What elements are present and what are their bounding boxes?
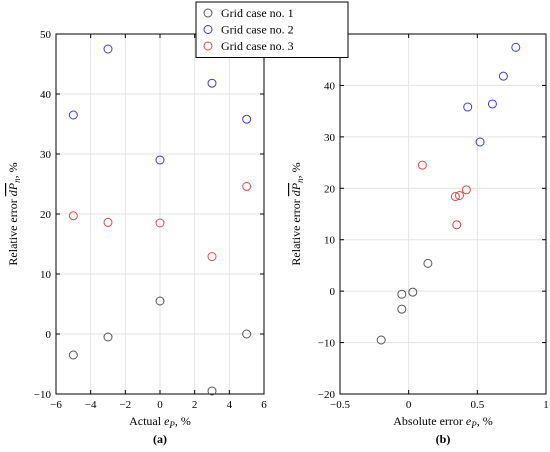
panel-b-series2-point-1 (475, 137, 485, 147)
panel-b-series1-point-1 (397, 304, 407, 314)
panel-b-ytick-label-4: 20 (324, 183, 336, 195)
legend-marker-3 (203, 41, 213, 51)
panel-b-scatter-plot: −0.500.51−20−1001020304050Absolute error… (289, 29, 549, 446)
panel-b-ytick-label-2: 0 (330, 286, 336, 298)
panel-a-series2-point-4 (242, 114, 252, 124)
panel-b-series1-point-0 (376, 335, 386, 345)
panel-a-ytick-label-2: 10 (40, 269, 52, 281)
panel-a-series1-point-0 (68, 350, 78, 360)
panel-a-series3-point-3 (207, 252, 217, 262)
panel-a-series3-point-0 (68, 211, 78, 221)
panel-b-series3-point-3 (454, 190, 464, 200)
panel-a-series2-point-1 (103, 44, 113, 54)
panel-a-ytick-label-3: 20 (40, 209, 52, 221)
panel-b-series2-point-3 (498, 71, 508, 81)
panel-b-x-axis-label: Absolute error eP, % (393, 414, 492, 430)
panel-a-series3-point-4 (242, 181, 252, 191)
panel-b-series3-point-0 (417, 160, 427, 170)
panel-a-series2-point-2 (155, 155, 165, 165)
panel-a-xtick-label-1: −4 (85, 399, 97, 411)
panel-b-xtick-label-0: −0.5 (330, 399, 350, 411)
panel-b-ytick-label-6: 40 (324, 80, 336, 92)
panel-a-series2-point-3 (207, 78, 217, 88)
panel-a-series3-point-2 (155, 218, 165, 228)
legend-box (195, 1, 349, 58)
panel-b-ytick-label-5: 30 (324, 132, 336, 144)
panel-a-xtick-label-3: 0 (157, 399, 163, 411)
panel-a-xtick-label-5: 4 (227, 399, 233, 411)
panel-b-xtick-label-2: 0.5 (470, 399, 484, 411)
panel-b-series3-point-2 (452, 220, 462, 230)
panel-a-series1-point-1 (103, 332, 113, 342)
panel-a-series3-point-1 (103, 217, 113, 227)
panel-a-x-axis-label: Actual eP, % (129, 414, 191, 430)
panel-b-label: (b) (436, 432, 451, 446)
panel-b-xtick-label-3: 1 (543, 399, 549, 411)
panel-b-xtick-label-1: 0 (406, 399, 412, 411)
panel-b-series1-point-2 (397, 289, 407, 299)
panel-b-frame (339, 33, 547, 395)
legend-marker-2 (203, 25, 213, 34)
panel-a-ytick-label-6: 50 (40, 29, 52, 41)
panel-b-series2-point-2 (487, 99, 497, 109)
panel-b-ytick-label-0: −20 (318, 389, 336, 401)
panel-a-xtick-label-0: −6 (50, 399, 62, 411)
panel-a-scatter-plot: −6 −4 −2 0 2 4 6 −10 0 10 20 30 40 50 Actual eP, % Rela… (6, 29, 267, 446)
panel-a-ytick-label-0: −10 (34, 389, 52, 401)
legend: Grid case no. 1 Grid case no. 2 Grid case … (195, 1, 349, 58)
panel-a-xtick-label-4: 2 (192, 399, 198, 411)
panel-a-ytick-label-4: 30 (40, 149, 52, 161)
legend-marker-1 (203, 8, 213, 18)
panel-b-ytick-label-1: −10 (318, 338, 336, 350)
panel-b-series2-point-0 (463, 102, 473, 112)
panel-b-series1-point-3 (408, 287, 418, 297)
panel-b-ytick-label-3: 10 (324, 235, 336, 247)
panel-a-series1-point-2 (155, 296, 165, 306)
panel-b-y-axis-label: Relative error dPn, % (289, 162, 305, 265)
legend-label-3: Grid case no. 3 (221, 39, 294, 53)
panel-a-y-axis-label: Relative error dPn, % (6, 162, 22, 265)
panel-a-series1-point-4 (242, 329, 252, 339)
panel-b-series2-point-4 (511, 42, 521, 52)
panel-a-label: (a) (153, 432, 167, 446)
panel-a-series1-point-3 (207, 386, 217, 396)
panel-a-ytick-label-1: 0 (46, 329, 52, 341)
panel-a-xtick-label-2: −2 (119, 399, 131, 411)
legend-label-2: Grid case no. 2 (221, 23, 294, 37)
legend-label-1: Grid case no. 1 (221, 6, 294, 20)
panel-a-xtick-label-6: 6 (261, 399, 267, 411)
panel-b-series3-point-1 (450, 192, 460, 202)
panel-b-series1-point-4 (423, 258, 433, 268)
panel-a-series2-point-0 (68, 110, 78, 120)
panel-b-series3-point-4 (461, 185, 471, 195)
panel-a-ytick-label-5: 40 (40, 89, 52, 101)
